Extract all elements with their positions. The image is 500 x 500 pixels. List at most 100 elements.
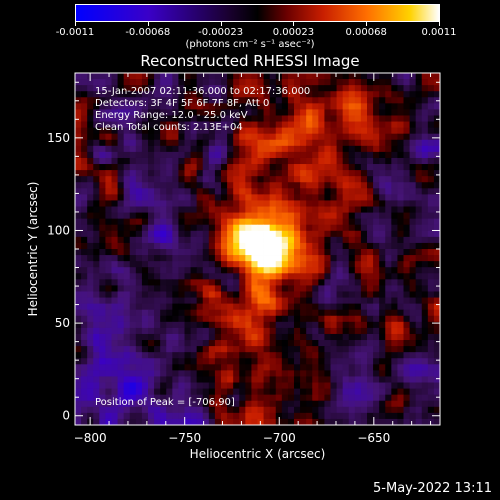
heatmap-cell xyxy=(312,121,319,129)
heatmap-cell xyxy=(287,176,295,183)
heatmap-cell xyxy=(306,85,313,92)
heatmap-cell xyxy=(367,327,374,335)
heatmap-cell xyxy=(154,394,161,402)
heatmap-cell xyxy=(154,321,161,329)
heatmap-cell xyxy=(99,79,106,86)
heatmap-cell xyxy=(75,406,82,414)
heatmap-cell xyxy=(330,382,337,389)
heatmap-cell xyxy=(397,382,404,389)
heatmap-cell xyxy=(403,182,410,189)
heatmap-cell xyxy=(275,230,283,238)
heatmap-cell xyxy=(391,255,398,262)
heatmap-cell xyxy=(105,170,112,177)
heatmap-cell xyxy=(135,151,143,159)
heatmap-cell xyxy=(141,127,149,135)
heatmap-cell xyxy=(154,346,161,353)
heatmap-cell xyxy=(93,109,100,116)
heatmap-cell xyxy=(360,127,368,135)
heatmap-cell xyxy=(379,139,386,147)
heatmap-cell xyxy=(123,206,131,213)
heatmap-cell xyxy=(294,224,301,232)
heatmap-cell xyxy=(403,418,410,426)
heatmap-cell xyxy=(360,364,368,371)
heatmap-cell xyxy=(306,358,313,365)
heatmap-cell xyxy=(160,85,167,92)
heatmap-cell xyxy=(403,200,410,207)
heatmap-cell xyxy=(336,303,344,311)
heatmap-cell xyxy=(269,261,277,268)
heatmap-cell xyxy=(427,164,435,171)
heatmap-cell xyxy=(294,91,301,98)
heatmap-cell xyxy=(324,91,331,98)
heatmap-cell xyxy=(330,406,337,414)
heatmap-cell xyxy=(330,115,337,122)
heatmap-cell xyxy=(123,285,131,292)
heatmap-cell xyxy=(190,418,198,426)
heatmap-cell xyxy=(367,418,374,426)
heatmap-cell xyxy=(433,376,441,383)
heatmap-cell xyxy=(166,364,173,371)
heatmap-cell xyxy=(117,133,125,141)
heatmap-cell xyxy=(415,139,423,147)
heatmap-cell xyxy=(409,412,417,420)
heatmap-cell xyxy=(275,97,283,104)
heatmap-cell xyxy=(348,145,356,153)
heatmap-cell xyxy=(123,73,131,80)
heatmap-cell xyxy=(324,267,331,274)
heatmap-cell xyxy=(427,273,435,280)
heatmap-cell xyxy=(135,358,143,365)
heatmap-cell xyxy=(75,230,82,238)
heatmap-cell xyxy=(336,218,344,226)
heatmap-cell xyxy=(324,249,331,256)
heatmap-cell xyxy=(391,321,398,329)
heatmap-cell xyxy=(81,412,88,420)
heatmap-cell xyxy=(99,340,106,347)
heatmap-cell xyxy=(87,212,94,220)
heatmap-cell xyxy=(415,109,423,116)
heatmap-cell xyxy=(141,382,149,389)
heatmap-cell xyxy=(379,121,386,129)
heatmap-cell xyxy=(221,291,228,298)
heatmap-cell xyxy=(99,333,106,341)
heatmap-cell xyxy=(178,315,185,323)
heatmap-cell xyxy=(312,103,319,110)
heatmap-cell xyxy=(385,327,392,335)
heatmap-cell xyxy=(275,188,283,195)
heatmap-cell xyxy=(421,321,429,329)
heatmap-cell xyxy=(190,224,198,232)
heatmap-cell xyxy=(263,346,271,353)
heatmap-cell xyxy=(354,297,362,305)
heatmap-cell xyxy=(324,157,331,165)
heatmap-cell xyxy=(409,91,417,98)
heatmap-cell xyxy=(172,388,179,396)
heatmap-cell xyxy=(75,242,82,250)
heatmap-cell xyxy=(111,121,118,129)
heatmap-cell xyxy=(190,97,198,104)
heatmap-cell xyxy=(427,242,435,250)
heatmap-cell xyxy=(330,327,337,335)
heatmap-cell xyxy=(227,242,234,250)
heatmap-cell xyxy=(172,267,179,274)
heatmap-cell xyxy=(336,279,344,286)
heatmap-cell xyxy=(373,206,380,213)
heatmap-cell xyxy=(196,261,204,268)
heatmap-cell xyxy=(427,418,435,426)
heatmap-cell xyxy=(379,109,386,116)
heatmap-cell xyxy=(275,145,283,153)
heatmap-cell xyxy=(306,242,313,250)
heatmap-cell xyxy=(245,194,252,201)
heatmap-cell xyxy=(245,321,252,329)
heatmap-cell xyxy=(415,236,423,244)
heatmap-cell xyxy=(154,115,161,122)
heatmap-cell xyxy=(81,418,88,426)
heatmap-cell xyxy=(99,388,106,396)
heatmap-cell xyxy=(312,255,319,262)
heatmap-cell xyxy=(269,91,277,98)
heatmap-cell xyxy=(330,303,337,311)
heatmap-cell xyxy=(135,382,143,389)
heatmap-cell xyxy=(269,133,277,141)
heatmap-cell xyxy=(135,121,143,129)
heatmap-cell xyxy=(275,327,283,335)
heatmap-cell xyxy=(202,315,210,323)
heatmap-cell xyxy=(379,418,386,426)
